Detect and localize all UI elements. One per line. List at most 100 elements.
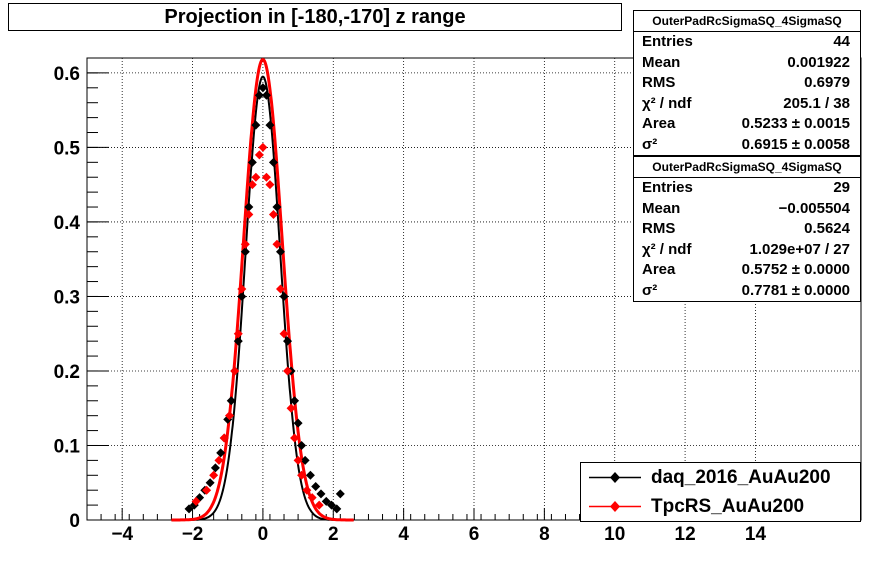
data-point-1 [219, 433, 229, 443]
data-point-0 [268, 157, 278, 167]
data-point-1 [202, 485, 212, 495]
stats-value: 29 [833, 179, 850, 196]
stats-value: 1.029e+07 / 27 [749, 240, 850, 258]
data-point-0 [210, 463, 220, 473]
data-point-1 [286, 403, 296, 413]
data-point-1 [254, 150, 264, 160]
stats-value: 0.5752 ± 0.0000 [741, 261, 850, 278]
stats-label: σ² [642, 135, 658, 153]
legend-label: daq_2016_AuAu200 [651, 467, 831, 488]
tick-labels: −4 −2 0 2 4 6 8 10 12 14 0 0.1 0.2 0.3 0.4 0.5 0.6 [54, 64, 767, 545]
stats-value: 0.6979 [804, 74, 850, 91]
data-point-0 [233, 336, 243, 346]
data-point-0 [237, 291, 247, 301]
data-point-1 [314, 500, 324, 510]
data-point-0 [261, 90, 271, 100]
fit-curve-0 [171, 75, 354, 521]
x-tick-label: 8 [539, 524, 550, 545]
stats-box-daq: OuterPadRcSigmaSQ_4SigmaSQ Entries 44 Mea… [633, 10, 861, 156]
stats-row-sigma2: σ² 0.7781 ± 0.0000 [634, 281, 860, 302]
fit-curves [171, 57, 354, 522]
data-points [184, 83, 345, 514]
stats-row-entries: Entries 44 [634, 32, 860, 53]
x-tick-label: 14 [745, 524, 767, 545]
data-point-0 [240, 247, 250, 257]
stats-label: χ² / ndf [642, 94, 692, 112]
data-point-0 [205, 478, 215, 488]
data-point-1 [247, 180, 257, 190]
stats-label: RMS [642, 74, 676, 91]
legend-entry-tpcrs: TpcRS_AuAu200 [581, 492, 860, 521]
stats-value: 44 [833, 33, 850, 50]
data-point-0 [251, 120, 261, 130]
x-tick-label: 6 [469, 524, 480, 545]
data-point-1 [258, 142, 268, 152]
data-point-0 [184, 504, 194, 514]
stats-label: Entries [642, 33, 693, 50]
stats-value: 0.6915 ± 0.0058 [741, 135, 850, 153]
data-point-1 [230, 366, 240, 376]
stats-label: Area [642, 261, 676, 278]
y-tick-label: 0.4 [54, 213, 81, 234]
data-point-1 [297, 470, 307, 480]
data-point-1 [307, 493, 317, 503]
data-point-1 [244, 209, 254, 219]
stats-row-rms: RMS 0.6979 [634, 73, 860, 94]
data-point-0 [272, 202, 282, 212]
stats-label: σ² [642, 281, 658, 299]
stats-row-chi2: χ² / ndf 205.1 / 38 [634, 94, 860, 115]
legend-marker-black-diamond-icon [589, 472, 641, 483]
data-point-0 [265, 120, 275, 130]
y-tick-label: 0.6 [54, 64, 80, 85]
data-point-0 [247, 157, 257, 167]
stats-row-rms: RMS 0.5624 [634, 219, 860, 240]
data-point-1 [237, 284, 247, 294]
stats-label: χ² / ndf [642, 240, 692, 258]
data-point-0 [283, 336, 293, 346]
data-point-1 [276, 284, 285, 294]
data-point-1 [283, 366, 293, 376]
legend: daq_2016_AuAu200 TpcRS_AuAu200 [580, 462, 861, 522]
x-tick-label: 10 [604, 524, 625, 545]
data-point-1 [209, 470, 219, 480]
data-point-0 [226, 396, 236, 406]
chart-title: Projection in [-180,-170] z range [8, 3, 622, 31]
data-point-0 [290, 396, 300, 406]
x-tick-label: 0 [258, 524, 269, 545]
y-tick-label: 0.3 [54, 287, 80, 308]
stats-value: 205.1 / 38 [783, 94, 850, 112]
stats-row-mean: Mean −0.005504 [634, 199, 860, 220]
stats-row-entries: Entries 29 [634, 178, 860, 199]
data-point-0 [279, 291, 289, 301]
legend-marker-red-diamond-icon [589, 501, 641, 512]
stats-label: Mean [642, 199, 681, 217]
stats-row-area: Area 0.5752 ± 0.0000 [634, 260, 860, 281]
stats-label: Mean [642, 53, 681, 71]
data-point-0 [216, 448, 226, 458]
data-point-0 [311, 481, 321, 491]
data-point-0 [332, 504, 342, 514]
stats-value: 0.001922 [787, 53, 850, 71]
data-point-0 [254, 90, 264, 100]
data-point-0 [244, 202, 254, 212]
stats-box-tpcrs: OuterPadRcSigmaSQ_4SigmaSQ Entries 29 Mea… [633, 156, 861, 302]
data-point-1 [214, 455, 224, 465]
data-point-0 [258, 83, 268, 93]
stats-row-mean: Mean 0.001922 [634, 53, 860, 74]
data-point-0 [327, 500, 337, 510]
data-point-1 [293, 455, 303, 465]
stats-label: RMS [642, 220, 676, 237]
data-point-0 [316, 489, 326, 499]
stats-row-chi2: χ² / ndf 1.029e+07 / 27 [634, 240, 860, 261]
data-point-0 [297, 440, 307, 450]
legend-label: TpcRS_AuAu200 [651, 496, 805, 517]
data-point-1 [265, 180, 275, 190]
stats-label: Entries [642, 179, 693, 196]
data-point-1 [290, 433, 300, 443]
data-point-1 [302, 485, 312, 495]
stats-row-sigma2: σ² 0.6915 ± 0.0058 [634, 135, 860, 156]
data-point-1 [224, 411, 234, 421]
data-point-1 [268, 209, 278, 219]
stats-value: 0.5233 ± 0.0015 [741, 115, 850, 132]
data-point-1 [261, 172, 271, 182]
